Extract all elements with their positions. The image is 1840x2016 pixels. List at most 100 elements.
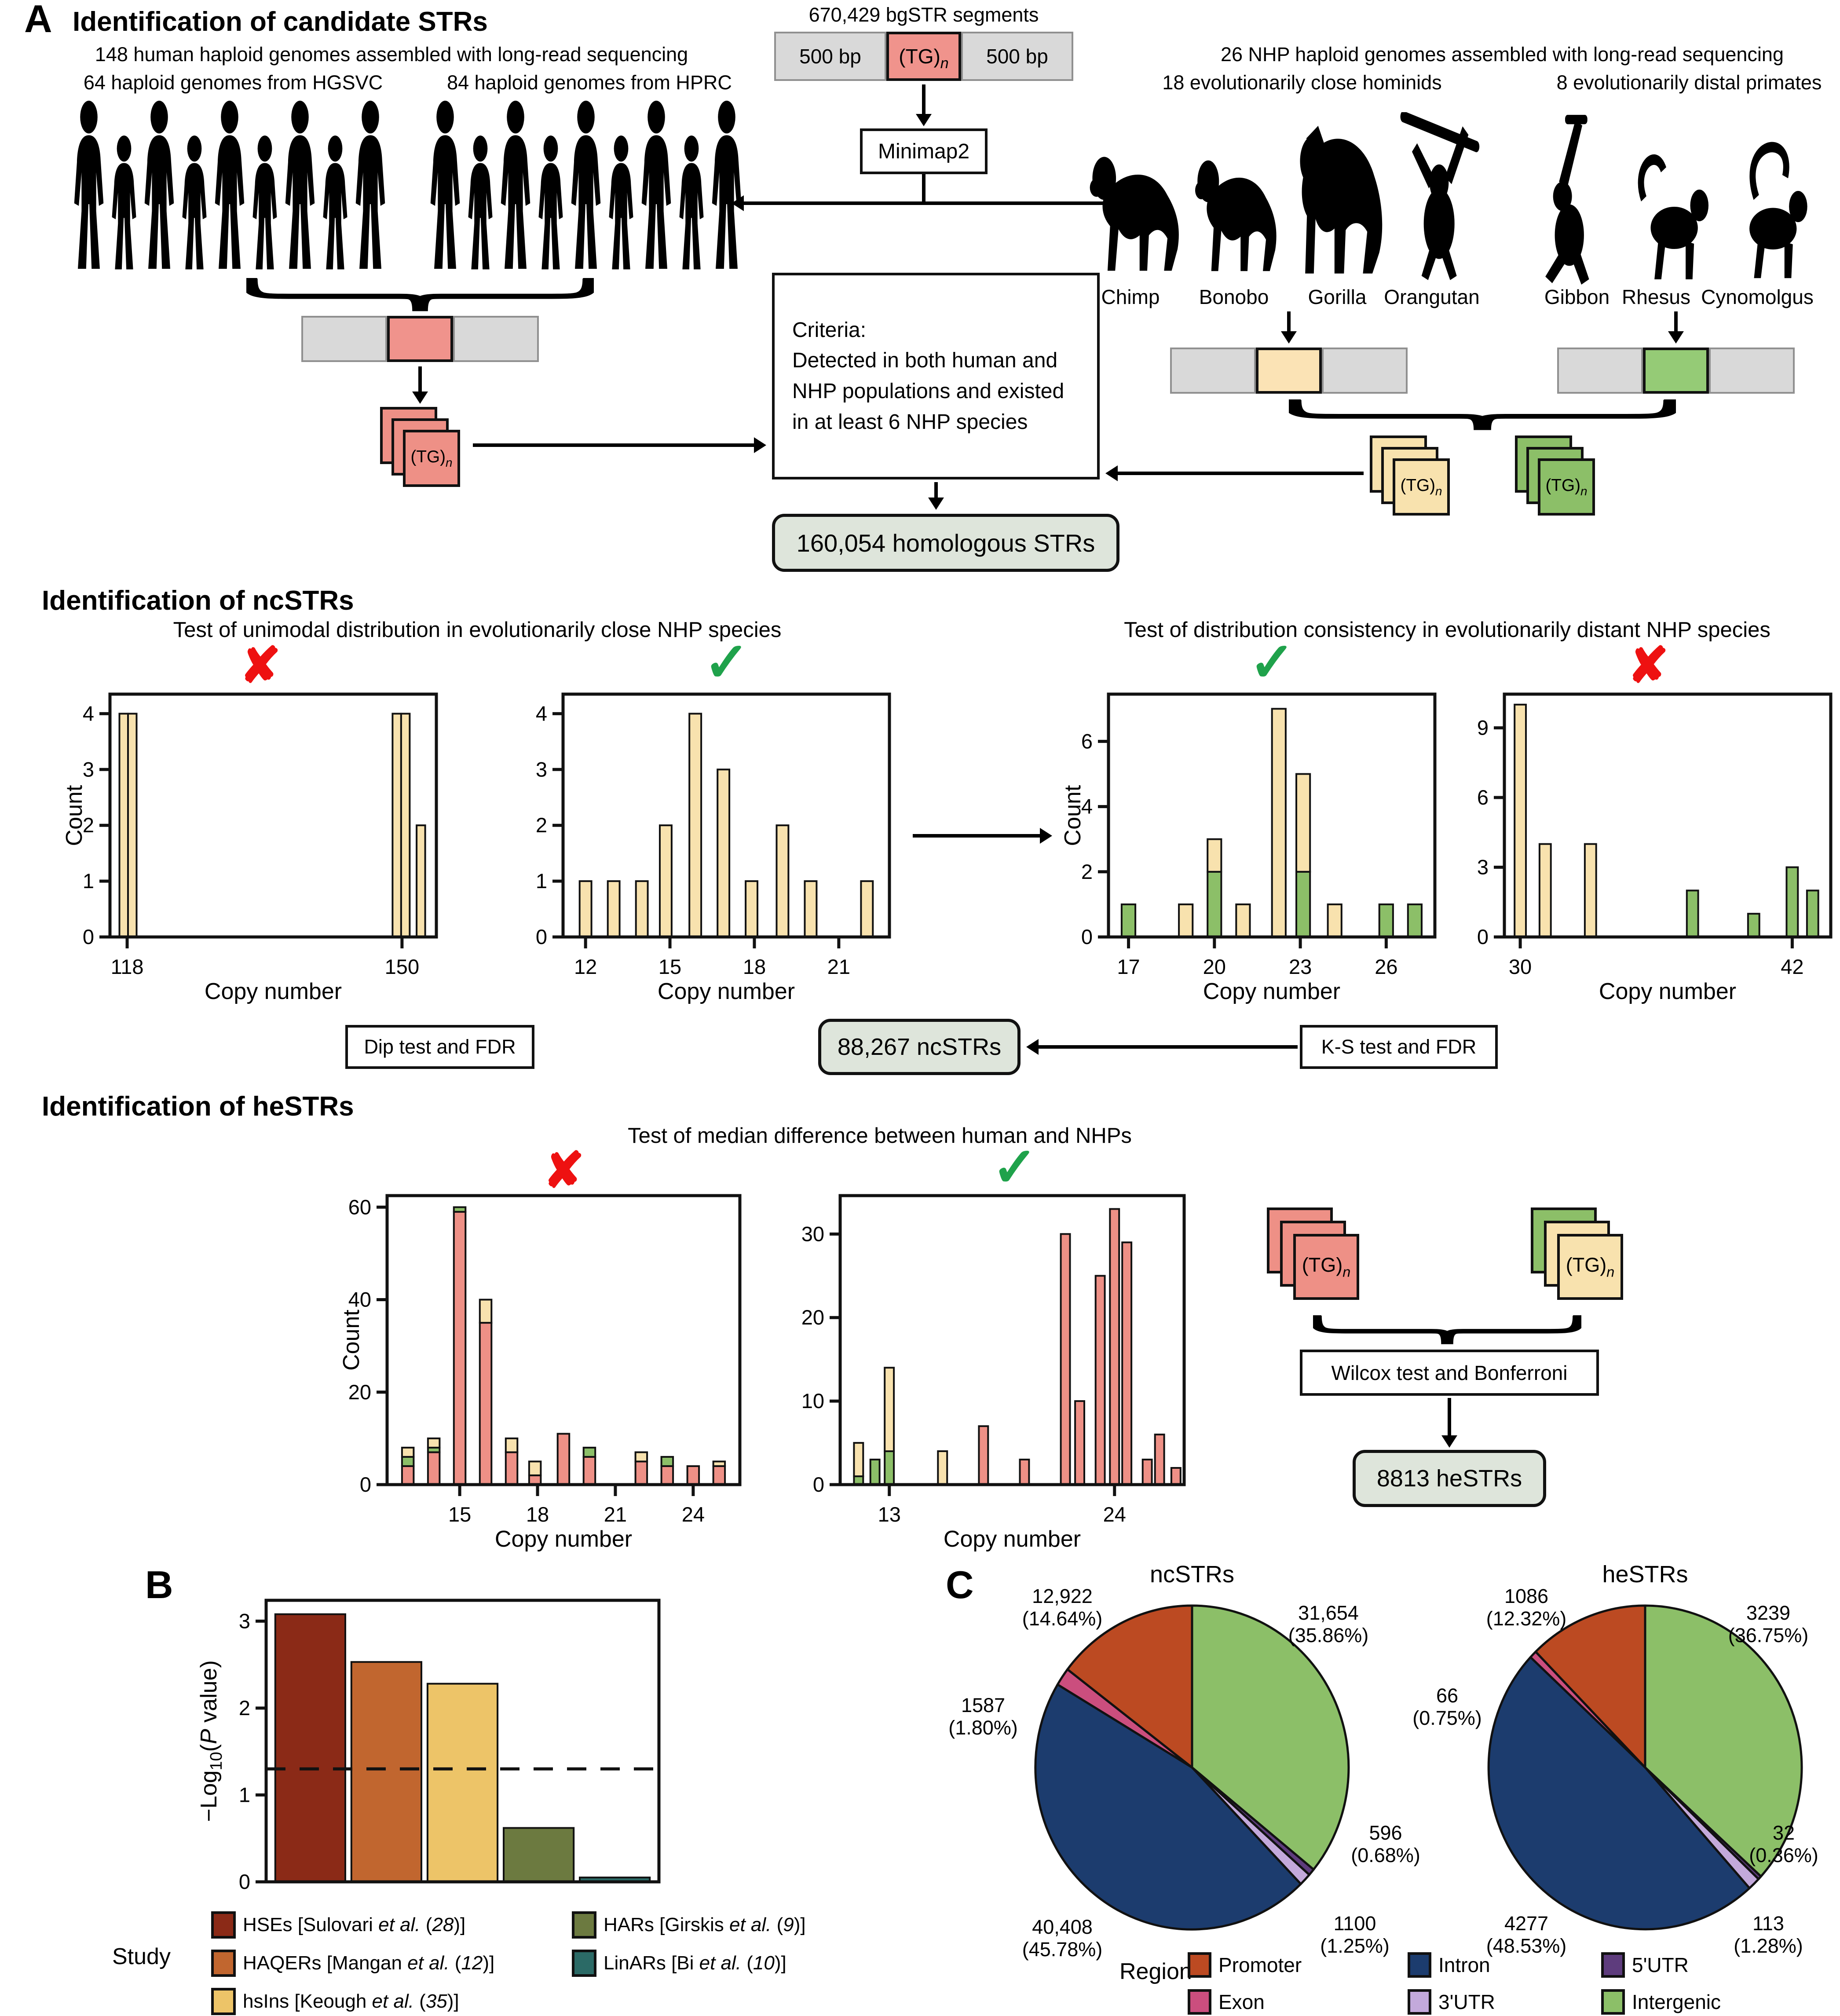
bgstr-segment: 500 bp (TG) n 500 bp (774, 32, 1073, 81)
hestrs-result: 8813 heSTRs (1353, 1450, 1546, 1507)
svg-text:1: 1 (536, 869, 547, 893)
svg-text:17: 17 (1117, 955, 1140, 978)
tg-stack-human: (TG)n (380, 407, 460, 487)
person-icon (704, 99, 750, 271)
segment-flank-label: 500 bp (961, 32, 1073, 81)
legend-haqers: HAQERs [Mangan et al. (12)] (211, 1950, 494, 1977)
dip-test-box: Dip test and FDR (345, 1025, 534, 1069)
svg-text:23: 23 (1289, 955, 1312, 978)
svg-text:18: 18 (743, 955, 766, 978)
legend-hars: HARs [Girskis et al. (9)] (572, 1911, 806, 1939)
segment-flank (1322, 348, 1408, 394)
hominid-silhouettes (1086, 112, 1485, 282)
ks-test-box: K-S test and FDR (1300, 1025, 1498, 1069)
cross-icon: ✘ (240, 638, 281, 693)
svg-text:Copy number: Copy number (1203, 979, 1340, 1004)
svg-text:3: 3 (1477, 856, 1489, 879)
hominid-str-segment (1170, 348, 1408, 394)
segment-flank-label: 500 bp (774, 32, 886, 81)
svg-text:24: 24 (1103, 1503, 1126, 1526)
segment-flank (1170, 348, 1256, 394)
species-label: Rhesus (1622, 285, 1690, 308)
panel-b-label: B (145, 1563, 173, 1606)
chart-consistent: 0 2 4 6 17 20 23 26 Count Copy number (1056, 686, 1443, 1010)
gorilla-icon (1289, 121, 1392, 282)
person-icon (348, 99, 393, 271)
species-label: Gorilla (1308, 285, 1367, 308)
svg-text:3: 3 (239, 1609, 250, 1632)
tg-stack-nhp-hestr: (TG)n (1531, 1207, 1623, 1300)
region-legend-exon: Exon (1188, 1989, 1265, 2015)
tg-stack-distal: (TG)n (1515, 435, 1595, 516)
cross-icon: ✘ (543, 1143, 585, 1198)
legend-swatch (572, 1950, 596, 1977)
svg-text:0: 0 (536, 925, 547, 948)
species-label: Gibbon (1544, 285, 1610, 308)
svg-text:0: 0 (1477, 925, 1489, 948)
svg-text:30: 30 (1509, 955, 1532, 978)
legend-hsins: hsIns [Keough et al. (35)] (211, 1988, 459, 2015)
study-legend-label: Study (112, 1944, 171, 1969)
svg-text:42: 42 (1781, 955, 1803, 978)
ncstrs-result: 88,267 ncSTRs (818, 1019, 1021, 1075)
gibbon-icon (1531, 112, 1617, 286)
chart-inconsistent: 0 3 6 9 30 42 Copy number (1452, 686, 1839, 1010)
svg-text:−Log10(P value): −Log10(P value) (196, 1660, 226, 1822)
svg-text:0: 0 (1081, 925, 1093, 948)
pie-hestrs (1482, 1599, 1808, 1934)
check-icon: ✓ (704, 632, 750, 693)
svg-text:30: 30 (801, 1222, 824, 1245)
connector-line (922, 174, 925, 203)
arrow-left-icon (1117, 472, 1364, 475)
segment-flank (453, 316, 539, 362)
legend-text: LinARs [Bi et al. (10)] (604, 1952, 786, 1974)
segment-str-core-label: (TG) n (886, 32, 961, 81)
ncstr-section-title: Identification of ncSTRs (42, 585, 354, 616)
arrow-down-icon (922, 84, 925, 114)
legend-text: 3'UTR (1438, 1990, 1495, 2013)
svg-text:2: 2 (239, 1696, 250, 1720)
pie-label-intron: 4277 (48.53%) (1486, 1912, 1567, 1957)
check-icon: ✓ (992, 1137, 1038, 1198)
svg-text:6: 6 (1477, 786, 1489, 809)
pie-label-5utr: 32 (0.36%) (1749, 1822, 1818, 1866)
check-icon: ✓ (1249, 632, 1295, 693)
chimp-icon (1086, 128, 1188, 282)
chart-no-median-diff: 0 20 40 60 15 18 21 24 Count Copy number (334, 1188, 748, 1557)
pie-label-exon: 1587 (1.80%) (948, 1694, 1018, 1739)
arrow-right-icon (473, 443, 754, 447)
criteria-box: Criteria: Detected in both human and NHP… (772, 273, 1100, 479)
pie-label-3utr: 113 (1.28%) (1734, 1912, 1803, 1957)
region-legend-label: Region (1119, 1959, 1192, 1984)
svg-text:0: 0 (360, 1473, 371, 1496)
species-label: Bonobo (1199, 285, 1269, 308)
brace-hestr (1313, 1315, 1581, 1344)
legend-swatch (1188, 1989, 1211, 2015)
homologous-strs-result: 160,054 homologous STRs (772, 514, 1119, 572)
svg-text:6: 6 (1081, 729, 1093, 753)
svg-text:20: 20 (1203, 955, 1226, 978)
svg-text:Count: Count (62, 785, 87, 846)
svg-text:15: 15 (658, 955, 681, 978)
tg-stack-human-hestr: (TG)n (1267, 1207, 1359, 1300)
svg-text:3: 3 (83, 757, 94, 781)
cross-icon: ✘ (1628, 638, 1669, 693)
panel-a-label: A (24, 0, 52, 40)
arrow-down-icon (934, 482, 938, 498)
svg-text:2: 2 (536, 813, 547, 837)
svg-text:2: 2 (83, 813, 94, 837)
cynomolgus-icon (1724, 130, 1823, 286)
rhesus-icon (1621, 141, 1720, 286)
nhp-genomes-caption: 26 NHP haploid genomes assembled with lo… (1221, 43, 1784, 66)
legend-swatch (1601, 1952, 1625, 1978)
ncstr-subtitle-right: Test of distribution consistency in evol… (1124, 618, 1770, 642)
pie-label-intergenic: 3239 (36.75%) (1728, 1602, 1809, 1646)
chart-enrichment: 0 1 2 3 −Log10(P value) (189, 1589, 669, 1899)
criteria-title: Criteria: (792, 318, 867, 342)
pie-label-3utr: 1100 (1.25%) (1320, 1912, 1390, 1957)
legend-hses: HSEs [Sulovari et al. (28)] (211, 1911, 465, 1939)
svg-text:13: 13 (878, 1503, 901, 1526)
pie-ncstrs-title: ncSTRs (1149, 1561, 1235, 1588)
svg-text:Copy number: Copy number (495, 1526, 632, 1552)
